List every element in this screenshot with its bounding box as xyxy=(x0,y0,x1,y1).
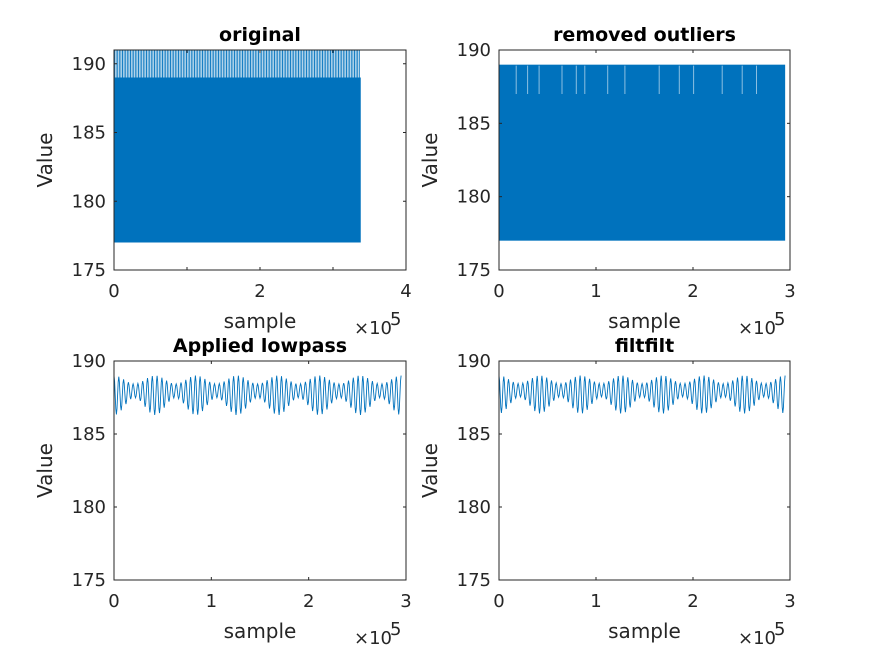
dip-marks xyxy=(515,65,757,94)
x-tick-label: 2 xyxy=(687,281,698,302)
subplot-4: 0 1 2 3 175 180 185 190 filtfilt sample Value ×105 xyxy=(418,335,796,649)
x-exponent-multiplier: ×10 xyxy=(738,628,776,649)
x-tick-label: 0 xyxy=(108,281,119,302)
y-axis-label: Value xyxy=(418,133,442,188)
series-line xyxy=(114,375,402,557)
x-tick-label: 3 xyxy=(784,281,795,302)
x-exponent-power: 5 xyxy=(774,619,785,640)
x-tick-label: 4 xyxy=(400,281,411,302)
y-tick-label: 185 xyxy=(457,424,491,445)
series-line xyxy=(114,50,361,243)
y-tick-label: 180 xyxy=(457,497,491,518)
dense-signal-band xyxy=(499,64,786,241)
x-exponent-power: 5 xyxy=(390,309,401,330)
x-axis-label: sample xyxy=(224,619,297,643)
x-tick-label: 3 xyxy=(784,591,795,612)
axes-box xyxy=(113,360,407,581)
y-axis-label: Value xyxy=(418,443,442,498)
x-tick-label: 0 xyxy=(493,281,504,302)
axes-box xyxy=(498,49,791,271)
filtered-trace xyxy=(114,375,402,557)
series-line xyxy=(499,375,786,557)
x-tick-label: 2 xyxy=(687,591,698,612)
x-tick-label: 3 xyxy=(400,591,411,612)
x-tick-label: 1 xyxy=(590,281,601,302)
y-tick-label: 185 xyxy=(72,424,106,445)
y-tick-label: 175 xyxy=(457,260,491,281)
x-exponent-power: 5 xyxy=(774,309,785,330)
y-tick-label: 190 xyxy=(457,351,491,372)
y-tick-label: 180 xyxy=(72,497,106,518)
y-tick-label: 175 xyxy=(457,570,491,591)
x-exponent-multiplier: ×10 xyxy=(738,318,776,339)
x-tick-label: 2 xyxy=(303,591,314,612)
subplot-title: filtfilt xyxy=(615,335,674,357)
subplot-3: 0 1 2 3 175 180 185 190 Applied lowpass sample Val… xyxy=(33,335,412,649)
x-axis-label: sample xyxy=(608,619,681,643)
y-axis-label: Value xyxy=(33,133,57,188)
x-axis-label: sample xyxy=(608,309,681,333)
subplot-2: 0 1 2 3 175 180 185 190 removed outliers sample Va… xyxy=(418,24,796,339)
axes-box xyxy=(498,360,791,581)
y-tick-label: 175 xyxy=(72,260,106,281)
x-tick-label: 2 xyxy=(254,281,265,302)
subplot-title: original xyxy=(219,24,301,46)
y-tick-label: 190 xyxy=(457,40,491,61)
outlier-spikes xyxy=(114,50,360,78)
subplot-1: 0 2 4 175 180 185 190 original sample Value ×105 xyxy=(33,24,412,339)
y-axis-label: Value xyxy=(33,443,57,498)
x-tick-label: 0 xyxy=(493,591,504,612)
x-tick-label: 1 xyxy=(590,591,601,612)
y-tick-label: 180 xyxy=(457,187,491,208)
y-tick-label: 180 xyxy=(72,191,106,212)
x-tick-label: 0 xyxy=(108,591,119,612)
x-exponent-power: 5 xyxy=(390,619,401,640)
series-line xyxy=(499,64,786,241)
subplot-title: Applied lowpass xyxy=(173,335,347,357)
y-tick-label: 175 xyxy=(72,570,106,591)
y-tick-label: 190 xyxy=(72,351,106,372)
subplot-title: removed outliers xyxy=(553,24,736,46)
filtered-trace xyxy=(499,375,786,557)
x-tick-label: 1 xyxy=(206,591,217,612)
x-axis-label: sample xyxy=(224,309,297,333)
x-exponent-multiplier: ×10 xyxy=(354,318,392,339)
x-exponent-multiplier: ×10 xyxy=(354,628,392,649)
y-tick-label: 185 xyxy=(72,123,106,144)
y-tick-label: 190 xyxy=(72,54,106,75)
y-tick-label: 185 xyxy=(457,113,491,134)
dense-signal-band xyxy=(114,77,361,243)
